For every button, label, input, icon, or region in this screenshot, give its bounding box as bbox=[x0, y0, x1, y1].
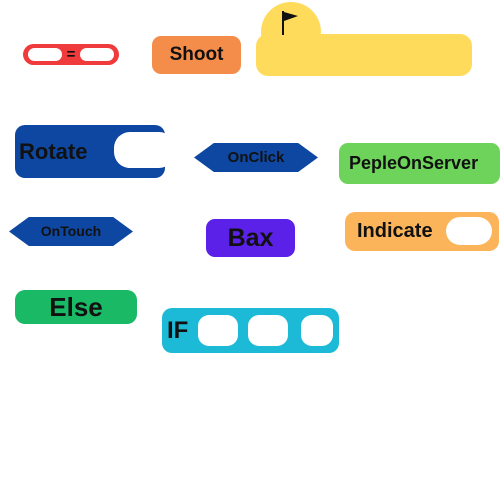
if-input-3[interactable] bbox=[301, 315, 333, 346]
indicate-label: Indicate bbox=[357, 220, 433, 242]
ontouch-event-block[interactable]: OnTouch bbox=[9, 217, 133, 246]
if-block[interactable]: IF bbox=[162, 308, 339, 353]
hat-block-body bbox=[256, 34, 472, 76]
onclick-event-block[interactable]: OnClick bbox=[194, 143, 318, 172]
equals-left-input[interactable] bbox=[28, 48, 62, 61]
flag-icon bbox=[282, 11, 298, 35]
rotate-value-input[interactable] bbox=[114, 132, 175, 168]
indicate-value-input[interactable] bbox=[446, 217, 492, 245]
else-block[interactable]: Else bbox=[15, 290, 137, 324]
shoot-block[interactable]: Shoot bbox=[152, 36, 241, 74]
indicate-block[interactable]: Indicate bbox=[345, 212, 499, 251]
bax-block[interactable]: Bax bbox=[206, 219, 295, 257]
rotate-label: Rotate bbox=[19, 139, 88, 164]
if-input-2[interactable] bbox=[248, 315, 288, 346]
equals-operator: = bbox=[66, 46, 76, 63]
rotate-block[interactable]: Rotate bbox=[15, 125, 175, 178]
if-input-1[interactable] bbox=[198, 315, 238, 346]
equals-right-input[interactable] bbox=[80, 48, 114, 61]
peple-on-server-block[interactable]: PepleOnServer bbox=[339, 143, 500, 184]
equals-block[interactable]: = bbox=[23, 44, 119, 65]
when-flag-clicked-block[interactable] bbox=[256, 0, 472, 76]
if-label: IF bbox=[167, 317, 189, 344]
